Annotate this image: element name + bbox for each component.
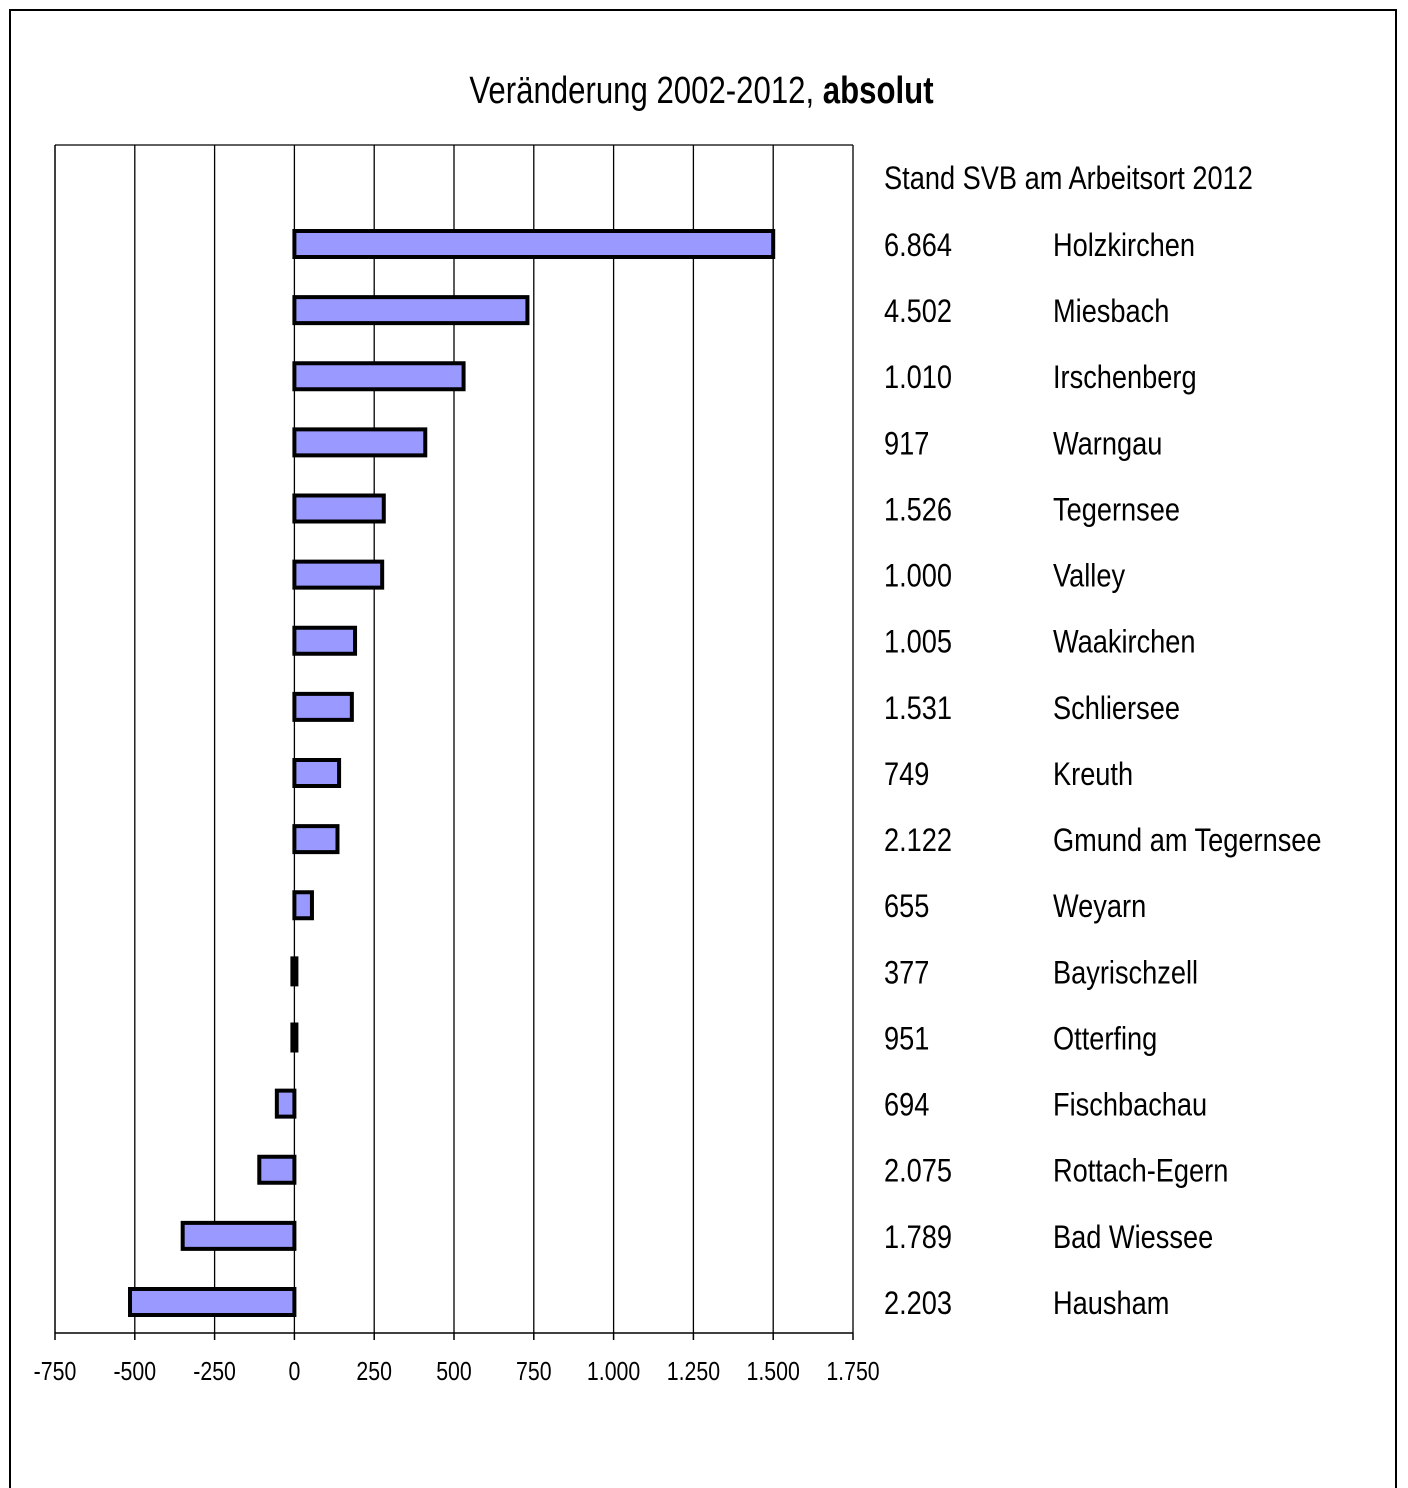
bar — [292, 427, 428, 458]
category-label: Kreuth — [1053, 757, 1133, 793]
bar — [290, 1022, 299, 1053]
stand-value: 917 — [884, 426, 929, 462]
stand-value: 1.010 — [884, 360, 952, 396]
x-tick-label: 1.750 — [826, 1357, 879, 1387]
bar — [292, 824, 340, 855]
bar — [128, 1287, 297, 1317]
bar — [292, 625, 358, 656]
stand-value: 1.789 — [884, 1220, 952, 1256]
stand-value: 1.005 — [884, 625, 952, 661]
bar — [292, 295, 530, 326]
bar — [292, 559, 385, 590]
bar — [292, 493, 386, 524]
category-label: Fischbachau — [1053, 1088, 1207, 1124]
category-label: Otterfing — [1053, 1021, 1157, 1057]
x-tick-label: 0 — [288, 1357, 300, 1387]
chart-frame — [9, 9, 1397, 1488]
x-tick-label: 1.500 — [747, 1357, 800, 1387]
stand-value: 1.526 — [884, 492, 952, 528]
x-tick-label: 1.000 — [587, 1357, 640, 1387]
category-label: Bad Wiessee — [1053, 1220, 1213, 1256]
category-label: Irschenberg — [1053, 360, 1197, 396]
bar — [290, 956, 299, 987]
category-label: Bayrischzell — [1053, 955, 1198, 991]
stand-value: 2.203 — [884, 1286, 952, 1322]
bar — [292, 758, 342, 788]
stand-value: 951 — [884, 1021, 929, 1057]
bar — [292, 229, 776, 259]
stand-value: 1.531 — [884, 691, 952, 727]
category-label: Tegernsee — [1053, 492, 1180, 528]
category-label: Valley — [1053, 559, 1125, 595]
bar — [292, 691, 354, 722]
x-tick-label: 500 — [436, 1357, 472, 1387]
x-tick-label: 250 — [356, 1357, 392, 1387]
stand-value: 4.502 — [884, 294, 952, 330]
stand-value: 694 — [884, 1088, 929, 1124]
category-label: Gmund am Tegernsee — [1053, 823, 1322, 859]
x-tick-label: 750 — [516, 1357, 552, 1387]
category-label: Miesbach — [1053, 294, 1169, 330]
bar — [180, 1220, 297, 1251]
stand-value: 749 — [884, 757, 929, 793]
x-tick-label: -250 — [193, 1357, 236, 1387]
chart-title: Veränderung 2002-2012, absolut — [124, 70, 1279, 113]
stand-value: 6.864 — [884, 228, 952, 264]
stand-value: 655 — [884, 889, 929, 925]
category-label: Holzkirchen — [1053, 228, 1195, 264]
category-label: Warngau — [1053, 426, 1162, 462]
bar — [292, 361, 466, 392]
x-tick-label: -750 — [34, 1357, 77, 1387]
chart-title-bold: absolut — [822, 70, 934, 112]
stand-value: 377 — [884, 955, 929, 991]
category-label: Waakirchen — [1053, 625, 1196, 661]
category-label: Weyarn — [1053, 889, 1146, 925]
bar — [274, 1088, 297, 1119]
category-label: Hausham — [1053, 1286, 1169, 1322]
stand-value: 1.000 — [884, 559, 952, 595]
category-label: Rottach-Egern — [1053, 1154, 1228, 1190]
category-label: Schliersee — [1053, 691, 1180, 727]
bar — [292, 890, 314, 921]
chart-title-main: Veränderung 2002-2012, — [469, 70, 823, 112]
bar — [257, 1154, 297, 1185]
stand-value: 2.075 — [884, 1154, 952, 1190]
x-tick-label: -500 — [113, 1357, 156, 1387]
stand-value: 2.122 — [884, 823, 952, 859]
x-tick-label: 1.250 — [667, 1357, 720, 1387]
side-table-header: Stand SVB am Arbeitsort 2012 — [884, 160, 1253, 196]
